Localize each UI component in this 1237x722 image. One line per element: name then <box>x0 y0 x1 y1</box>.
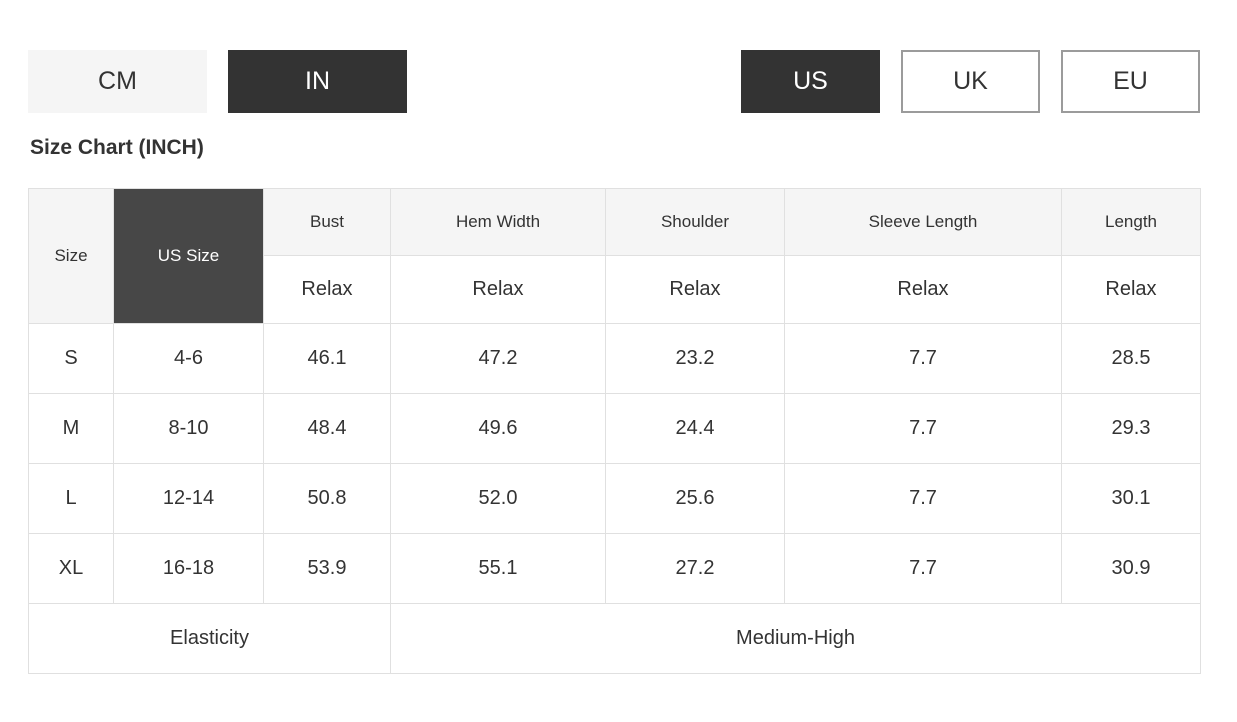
fit-type-cell: Relax <box>1061 255 1201 324</box>
size-cell: XL <box>28 533 114 604</box>
us-size-column-header: US Size <box>113 188 264 324</box>
fit-type-cell: Relax <box>605 255 785 324</box>
us-size-cell: 12-14 <box>113 463 264 534</box>
header-row: Size US Size Bust Hem Width Shoulder Sle… <box>28 188 1201 324</box>
table-row-xl: XL 16-18 53.9 55.1 27.2 7.7 30.9 <box>28 533 1201 604</box>
elasticity-label-cell: Elasticity <box>28 603 391 674</box>
length-cell: 30.1 <box>1061 463 1201 534</box>
table-row-l: L 12-14 50.8 52.0 25.6 7.7 30.1 <box>28 463 1201 534</box>
size-chart-table: Size US Size Bust Hem Width Shoulder Sle… <box>28 188 1201 674</box>
shoulder-cell: 24.4 <box>605 393 785 464</box>
hem-width-cell: 52.0 <box>390 463 606 534</box>
shoulder-cell: 27.2 <box>605 533 785 604</box>
elasticity-value-cell: Medium-High <box>390 603 1201 674</box>
bust-cell: 46.1 <box>263 323 391 394</box>
shoulder-cell: 25.6 <box>605 463 785 534</box>
us-size-cell: 8-10 <box>113 393 264 464</box>
size-cell: S <box>28 323 114 394</box>
fit-type-cell: Relax <box>784 255 1062 324</box>
unit-toggle-in-button[interactable]: IN <box>228 50 407 113</box>
bust-cell: 50.8 <box>263 463 391 534</box>
region-toggle-us-button[interactable]: US <box>741 50 880 113</box>
table-row-m: M 8-10 48.4 49.6 24.4 7.7 29.3 <box>28 393 1201 464</box>
bust-cell: 53.9 <box>263 533 391 604</box>
sleeve-length-cell: 7.7 <box>784 463 1062 534</box>
hem-width-cell: 47.2 <box>390 323 606 394</box>
shoulder-cell: 23.2 <box>605 323 785 394</box>
length-cell: 29.3 <box>1061 393 1201 464</box>
size-cell: M <box>28 393 114 464</box>
sleeve-length-column-header: Sleeve Length <box>784 188 1062 256</box>
sleeve-length-cell: 7.7 <box>784 323 1062 394</box>
hem-width-cell: 49.6 <box>390 393 606 464</box>
region-toggle-group: US UK EU <box>741 50 1200 113</box>
toggle-toolbar: CM IN US UK EU <box>28 50 1200 113</box>
fit-type-cell: Relax <box>263 255 391 324</box>
length-cell: 30.9 <box>1061 533 1201 604</box>
unit-toggle-cm-button[interactable]: CM <box>28 50 207 113</box>
region-toggle-eu-button[interactable]: EU <box>1061 50 1200 113</box>
unit-toggle-group: CM IN <box>28 50 407 113</box>
sleeve-length-cell: 7.7 <box>784 533 1062 604</box>
fit-type-row: Relax Relax Relax Relax Relax <box>29 255 1201 324</box>
hem-width-cell: 55.1 <box>390 533 606 604</box>
bust-column-header: Bust <box>263 188 391 256</box>
size-chart-title: Size Chart (INCH) <box>30 136 204 159</box>
us-size-cell: 16-18 <box>113 533 264 604</box>
bust-cell: 48.4 <box>263 393 391 464</box>
shoulder-column-header: Shoulder <box>605 188 785 256</box>
table-row-s: S 4-6 46.1 47.2 23.2 7.7 28.5 <box>28 323 1201 394</box>
length-cell: 28.5 <box>1061 323 1201 394</box>
region-toggle-uk-button[interactable]: UK <box>901 50 1040 113</box>
size-cell: L <box>28 463 114 534</box>
elasticity-row: Elasticity Medium-High <box>28 603 1201 674</box>
length-column-header: Length <box>1061 188 1201 256</box>
size-column-header: Size <box>28 188 114 324</box>
us-size-cell: 4-6 <box>113 323 264 394</box>
fit-type-cell: Relax <box>390 255 606 324</box>
sleeve-length-cell: 7.7 <box>784 393 1062 464</box>
hem-width-column-header: Hem Width <box>390 188 606 256</box>
